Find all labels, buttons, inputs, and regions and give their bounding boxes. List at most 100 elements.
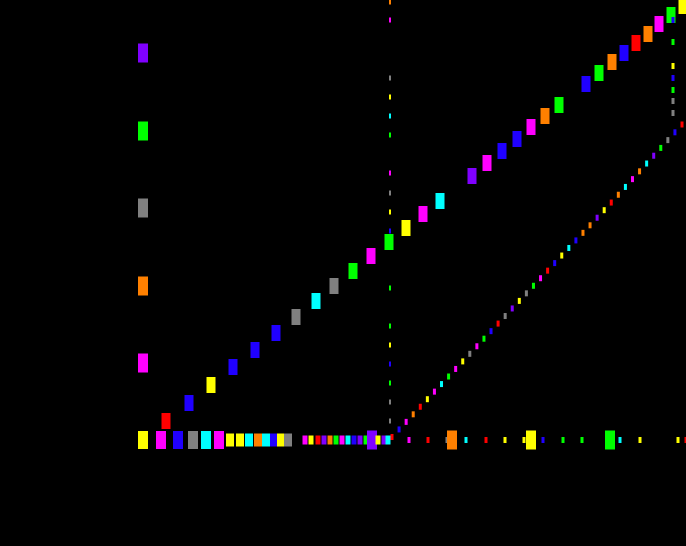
data-point-small <box>510 305 514 312</box>
data-point-baseline <box>684 437 686 443</box>
data-point-baseline <box>638 437 642 443</box>
data-point-large <box>654 16 664 32</box>
data-point-large <box>607 54 617 70</box>
data-point-small <box>517 297 521 304</box>
data-point-baseline <box>363 435 369 445</box>
data-point-vertical-right <box>671 98 675 104</box>
data-point-small <box>567 244 571 251</box>
data-point-baseline <box>236 433 244 447</box>
data-point-large <box>418 206 428 222</box>
data-point-large <box>311 293 321 309</box>
data-point-vertical-right <box>671 39 675 45</box>
data-point-vertical-right <box>671 87 675 93</box>
data-point-large <box>291 309 301 325</box>
data-point-large <box>206 377 216 393</box>
data-point-large <box>631 35 641 51</box>
data-point-vertical <box>389 399 391 405</box>
data-point-baseline <box>375 435 381 445</box>
data-point-baseline <box>345 435 351 445</box>
data-point-vertical <box>389 323 391 329</box>
data-point-baseline <box>357 435 363 445</box>
data-point-baseline <box>351 435 357 445</box>
data-point-small <box>602 207 606 214</box>
data-point-small <box>659 144 663 151</box>
data-point-baseline <box>277 433 285 447</box>
data-point-vertical <box>389 113 391 119</box>
data-point-large <box>184 395 194 411</box>
data-point-vertical <box>389 190 391 196</box>
data-point-large <box>250 342 260 358</box>
data-point-vertical <box>389 228 391 234</box>
data-point-baseline <box>618 437 622 443</box>
data-point-baseline <box>214 431 224 449</box>
data-point-small <box>496 320 500 327</box>
data-point-baseline <box>327 435 333 445</box>
data-point-large <box>482 155 492 171</box>
data-point-vertical <box>389 17 391 23</box>
data-point-baseline <box>447 430 457 450</box>
data-point-baseline <box>464 437 468 443</box>
data-point-small <box>630 176 634 183</box>
data-point-large <box>540 108 550 124</box>
data-point-small <box>524 290 528 297</box>
data-point-large <box>594 65 604 81</box>
data-point-large <box>435 193 445 209</box>
data-point-baseline <box>173 431 183 449</box>
data-point-vertical <box>389 75 391 81</box>
data-point-baseline <box>561 437 565 443</box>
data-point-baseline <box>503 437 507 443</box>
data-point-small <box>531 282 535 289</box>
data-point-large <box>384 234 394 250</box>
data-point-small <box>574 237 578 244</box>
data-point-large <box>228 359 238 375</box>
data-point-vertical <box>389 361 391 367</box>
data-point-baseline <box>484 437 488 443</box>
data-point-baseline <box>226 433 234 447</box>
data-point-small <box>475 343 479 350</box>
data-point-large <box>643 26 653 42</box>
data-point-large <box>526 119 536 135</box>
data-point-large <box>512 131 522 147</box>
legend-marker <box>138 121 148 141</box>
data-point-large <box>666 7 676 23</box>
data-point-vertical <box>389 380 391 386</box>
data-point-vertical <box>389 209 391 215</box>
data-point-small <box>652 152 656 159</box>
data-point-large <box>678 0 686 14</box>
data-point-large <box>581 76 591 92</box>
data-point-baseline <box>156 431 166 449</box>
data-point-large <box>497 143 507 159</box>
data-point-small <box>595 214 599 221</box>
data-point-small <box>461 358 465 365</box>
data-point-small <box>539 275 543 282</box>
data-point-small <box>581 229 585 236</box>
data-point-small <box>616 191 620 198</box>
data-point-small <box>680 121 684 128</box>
data-point-baseline <box>201 431 211 449</box>
data-point-baseline <box>270 433 278 447</box>
legend-marker <box>138 353 148 373</box>
legend-marker <box>138 276 148 296</box>
data-point-small <box>425 396 429 403</box>
data-point-baseline <box>262 433 270 447</box>
data-point-baseline <box>188 431 198 449</box>
data-point-small <box>666 137 670 144</box>
data-point-large <box>348 263 358 279</box>
data-point-small <box>390 434 394 440</box>
data-point-small <box>454 365 458 372</box>
data-point-baseline <box>426 437 430 443</box>
data-point-baseline <box>526 430 536 450</box>
data-point-baseline <box>333 435 339 445</box>
data-point-vertical <box>389 170 391 176</box>
data-point-baseline <box>254 433 262 447</box>
data-point-large <box>619 45 629 61</box>
data-point-small <box>411 411 415 418</box>
data-point-baseline <box>321 435 327 445</box>
data-point-large <box>329 278 339 294</box>
legend-marker <box>138 43 148 63</box>
data-point-vertical <box>389 342 391 348</box>
data-point-small <box>404 418 408 425</box>
data-point-baseline <box>385 435 391 445</box>
data-point-small <box>440 381 444 388</box>
